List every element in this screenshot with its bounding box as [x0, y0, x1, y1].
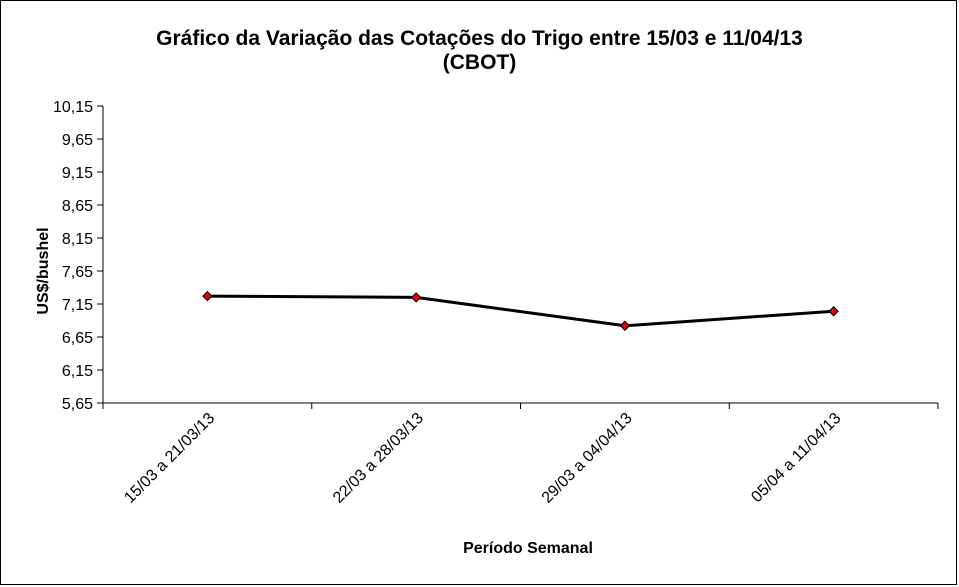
x-axis-ticks: 15/03 a 21/03/13 22/03 a 28/03/13 29/03 a …: [102, 403, 939, 507]
y-tick-label: 8,15: [62, 231, 93, 248]
x-tick-label: 22/03 a 28/03/13: [330, 410, 427, 507]
series-group: [202, 290, 839, 331]
y-tick-label: 10,15: [53, 99, 93, 116]
x-tick-label: 05/04 a 11/04/13: [748, 410, 844, 506]
x-tick-label: 15/03 a 21/03/13: [121, 410, 218, 507]
y-tick-label: 9,65: [62, 132, 93, 149]
y-tick-label: 6,65: [62, 330, 93, 347]
y-tick-label: 7,65: [62, 264, 93, 281]
chart-title-line1: Gráfico da Variação das Cotações do Trig…: [156, 27, 803, 50]
y-tick-label: 7,15: [62, 297, 93, 314]
axes: [102, 106, 938, 404]
y-tick-label: 8,65: [62, 198, 93, 215]
series-line: [207, 294, 834, 328]
x-tick-label: 29/03 a 04/04/13: [539, 410, 636, 507]
y-axis-ticks: 5,65 6,15 6,65 7,15 7,65 8,15 8,65 9,15 9,65 10,1…: [53, 99, 103, 413]
data-point-marker: [828, 306, 839, 317]
y-tick-label: 9,15: [62, 165, 93, 182]
chart-title: Gráfico da Variação das Cotações do Trig…: [1, 27, 958, 75]
chart-subtitle: (CBOT): [442, 51, 517, 74]
data-point-marker: [619, 320, 631, 331]
y-tick-label: 5,65: [62, 396, 93, 413]
y-axis-label: US$/bushel: [35, 227, 52, 314]
x-axis-label: Período Semanal: [463, 540, 593, 557]
y-tick-label: 6,15: [62, 363, 93, 380]
data-point-marker: [202, 290, 213, 302]
data-point-marker: [410, 292, 422, 303]
